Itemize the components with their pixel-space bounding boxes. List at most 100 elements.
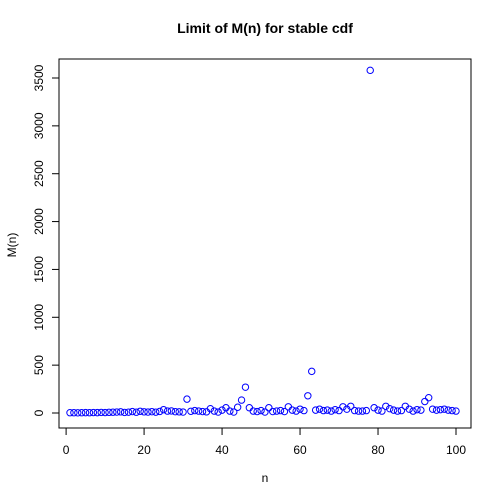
data-point [113,408,121,416]
data-point [77,409,86,417]
data-point [237,396,246,404]
data-point [288,406,296,414]
data-point [171,407,179,416]
data-point [245,404,254,412]
data-point [358,407,367,415]
data-point [74,409,82,417]
data-point [448,406,456,415]
data-point [120,408,129,417]
data-point [370,404,378,412]
data-point [354,407,363,415]
data-point [374,406,382,414]
y-tick-label: 2000 [32,208,46,235]
data-point [101,408,109,417]
x-tick-label: 40 [215,443,229,457]
data-point [323,406,332,414]
x-tick-label: 20 [137,443,151,457]
data-point [272,407,281,415]
data-point [183,395,191,403]
x-axis-label: n [262,471,269,485]
data-point [339,403,347,411]
data-point [144,408,152,416]
data-point [397,406,406,415]
data-point [436,405,445,414]
data-point [70,409,78,417]
x-axis: 0 20 40 60 80 100 [63,427,466,457]
data-point [109,408,117,416]
chart-title: Limit of M(n) for stable cdf [177,20,353,36]
data-point [409,407,417,415]
data-point [300,406,308,415]
data-point [347,402,355,410]
data-point [308,367,316,376]
data-point [417,406,425,414]
x-tick-label: 60 [293,443,307,457]
data-point [226,407,234,415]
data-point [148,407,156,416]
data-point [128,407,137,416]
data-point [257,406,265,415]
data-point [140,408,148,416]
data-point [89,408,98,417]
y-tick-label: 2500 [32,160,46,187]
data-point [163,407,172,415]
data-point [452,407,460,415]
data-point [315,405,324,413]
data-point [218,406,226,414]
data-point [152,408,160,416]
data-point [159,405,168,414]
data-point [155,407,164,416]
data-point [269,407,277,416]
data-point [93,408,101,417]
data-point [362,406,371,415]
data-point [413,405,421,414]
data-point [105,408,113,417]
data-point [261,408,269,416]
data-point [393,407,402,415]
data-point [327,407,335,415]
data-point [425,393,433,402]
data-point [210,407,218,415]
data-point [378,407,386,415]
y-tick-label: 1000 [32,304,46,331]
data-point [191,406,199,415]
data-point [292,407,300,415]
x-tick-label: 100 [446,443,466,457]
data-point [179,408,187,416]
data-point [66,409,74,417]
data-point [198,407,207,416]
y-tick-label: 1500 [32,256,46,283]
data-point [85,409,94,417]
data-point [116,408,125,416]
data-point [253,407,261,416]
data-point [206,404,215,413]
y-tick-label: 500 [32,355,46,375]
data-point [265,404,273,412]
data-point [81,408,90,417]
data-point [440,405,449,413]
data-point [350,406,359,415]
data-point [386,404,394,413]
data-point [241,383,250,391]
data-point [167,407,176,415]
data-point [249,407,257,415]
data-point [136,407,144,415]
y-tick-label: 3500 [32,64,46,91]
data-point [428,405,437,413]
data-point [421,397,429,406]
x-tick-label: 0 [63,443,70,457]
data-point [335,406,343,415]
data-point [230,408,238,416]
data-point [132,408,140,416]
data-point [432,406,441,414]
data-point [187,407,195,415]
data-point [444,406,452,414]
data-point [389,406,398,414]
data-point [284,403,293,411]
x-tick-label: 80 [371,443,385,457]
data-point [214,408,222,416]
data-point [366,66,374,75]
data-point [175,408,183,416]
data-point [311,406,320,414]
